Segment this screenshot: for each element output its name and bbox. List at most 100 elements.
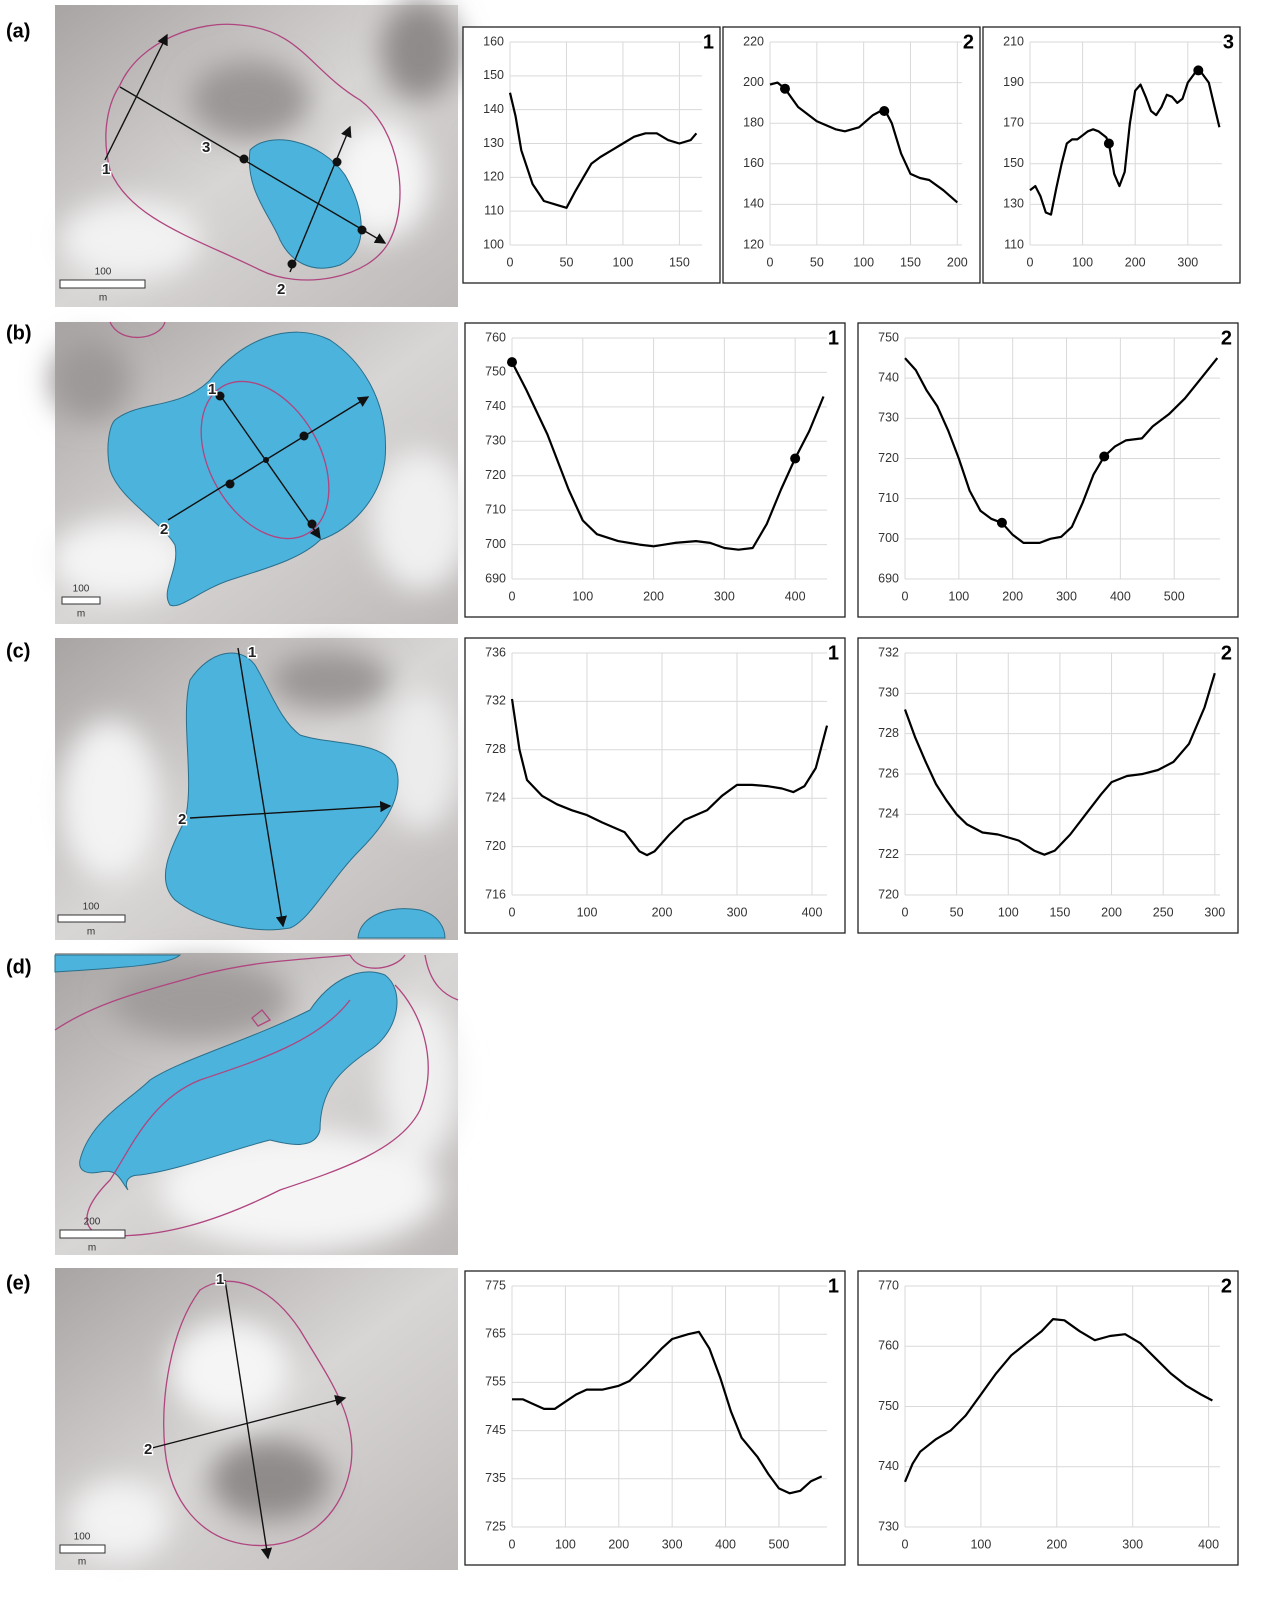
- x-tick-label: 0: [509, 589, 516, 603]
- y-tick-label: 770: [878, 1278, 899, 1292]
- x-tick-label: 300: [1056, 589, 1077, 603]
- map-a: 1 2 3 100 m: [55, 0, 460, 307]
- y-tick-label: 140: [743, 197, 764, 211]
- y-tick-label: 732: [485, 694, 506, 708]
- chart-title: 1: [828, 1275, 839, 1297]
- x-tick-label: 300: [714, 589, 735, 603]
- y-tick-label: 160: [743, 156, 764, 170]
- x-tick-label: 50: [560, 255, 574, 269]
- x-tick-label: 100: [613, 255, 634, 269]
- y-tick-label: 740: [878, 370, 899, 384]
- chart: 110 130 150 170 190 210 0 100 200 300 3: [982, 26, 1241, 284]
- chart: 690 700 710 720 730 740 750 0 100 200 300 400 500 2: [857, 322, 1239, 618]
- scale-unit: m: [99, 293, 107, 304]
- y-tick-label: 750: [878, 330, 899, 344]
- y-tick-label: 716: [485, 887, 506, 901]
- y-tick-label: 120: [483, 170, 504, 184]
- x-tick-label: 200: [652, 905, 673, 919]
- panel-label: (b): [6, 322, 32, 344]
- chart-title: 3: [1223, 31, 1234, 53]
- x-tick-label: 300: [1204, 905, 1225, 919]
- y-tick-label: 130: [1003, 197, 1024, 211]
- x-tick-label: 150: [1049, 905, 1070, 919]
- x-tick-label: 150: [669, 255, 690, 269]
- profile-line: [219, 394, 321, 540]
- profile-label: 1: [248, 644, 256, 661]
- y-tick-label: 160: [483, 34, 504, 48]
- line: [1029, 67, 1221, 216]
- y-tick-label: 720: [485, 839, 506, 853]
- x-tick-label: 400: [1198, 1537, 1219, 1551]
- y-tick-label: 720: [878, 887, 899, 901]
- chart-frame: [464, 322, 846, 618]
- chart-frame: [722, 26, 981, 284]
- scale-label: 100: [73, 584, 90, 595]
- y-tick-label: 730: [878, 686, 899, 700]
- map-d: 200 m: [54, 953, 460, 1255]
- x-tick-label: 100: [1072, 255, 1093, 269]
- x-tick-label: 500: [769, 1537, 790, 1551]
- x-tick-label: 500: [1164, 589, 1185, 603]
- scale-bar: [57, 914, 126, 923]
- profile-label: 1: [208, 381, 216, 398]
- contour: [251, 1009, 272, 1027]
- lake: [165, 652, 399, 931]
- scale-label: 100: [74, 1532, 91, 1543]
- y-tick-label: 140: [483, 102, 504, 116]
- profile-line: [151, 1395, 347, 1449]
- chart-frame: [464, 1270, 846, 1566]
- y-tick-label: 700: [485, 537, 506, 551]
- y-tick-label: 736: [485, 645, 506, 659]
- y-tick-label: 750: [485, 365, 506, 379]
- x-tick-label: 100: [853, 255, 874, 269]
- marker: [790, 453, 801, 464]
- x-tick-label: 100: [572, 589, 593, 603]
- points: [239, 154, 367, 269]
- chart-frame: [857, 637, 1239, 934]
- profile-label: 3: [202, 139, 210, 156]
- profile-label: 1: [102, 161, 110, 178]
- y-tick-label: 200: [743, 75, 764, 89]
- contour: [163, 1280, 353, 1547]
- lake: [357, 908, 446, 939]
- marker: [507, 357, 517, 368]
- y-tick-label: 100: [483, 237, 504, 251]
- line: [903, 1318, 1213, 1483]
- chart-frame: [857, 322, 1239, 618]
- chart: 725 735 745 755 765 775 0 100 200 300 400 500 1: [464, 1270, 846, 1566]
- scale-bar: [59, 1229, 126, 1239]
- scale-label: 100: [95, 267, 112, 278]
- x-tick-label: 400: [785, 589, 806, 603]
- profile-label: 2: [160, 521, 168, 538]
- y-tick-label: 725: [485, 1519, 506, 1533]
- x-tick-label: 50: [810, 255, 824, 269]
- line: [510, 698, 829, 857]
- x-tick-label: 0: [509, 905, 516, 919]
- line: [904, 357, 1219, 544]
- x-tick-label: 300: [1177, 255, 1198, 269]
- profile-label: 1: [216, 1271, 224, 1288]
- x-tick-label: 100: [577, 905, 598, 919]
- x-tick-label: 0: [767, 255, 774, 269]
- x-tick-label: 100: [555, 1537, 576, 1551]
- chart: 690 700 710 720 730 740 750 760 0 100 200 300 400 1: [464, 322, 846, 618]
- chart-title: 2: [1221, 1275, 1232, 1297]
- x-tick-label: 200: [1125, 255, 1146, 269]
- contour: [109, 321, 166, 339]
- relief: [60, 0, 460, 280]
- profile-label: 2: [178, 811, 186, 828]
- x-tick-label: 150: [900, 255, 921, 269]
- chart-frame: [857, 1270, 1239, 1566]
- x-tick-label: 200: [947, 255, 968, 269]
- x-tick-label: 400: [1110, 589, 1131, 603]
- relief: [70, 1320, 330, 1560]
- y-tick-label: 732: [878, 645, 899, 659]
- y-tick-label: 726: [878, 766, 899, 780]
- x-tick-label: 200: [643, 589, 664, 603]
- scale-label: 100: [83, 902, 100, 913]
- profile-line: [104, 33, 168, 161]
- y-tick-label: 745: [485, 1423, 506, 1437]
- profile-line: [224, 1279, 273, 1560]
- chart-frame: [464, 637, 846, 934]
- points: [215, 391, 317, 529]
